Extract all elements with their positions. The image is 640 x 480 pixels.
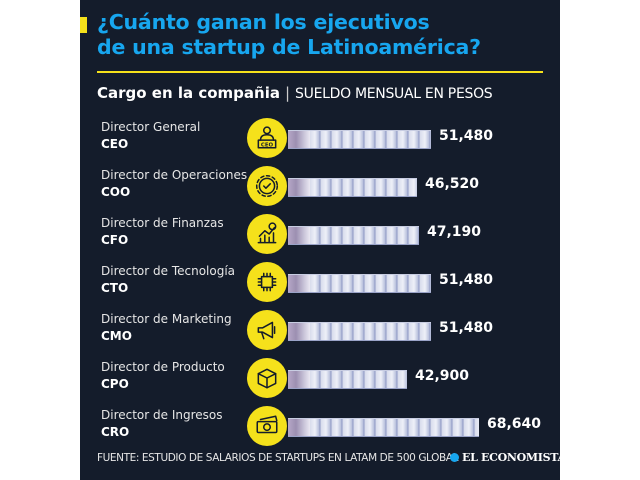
megaphone-icon [247,310,287,350]
salary-value-label: 51,480 [439,128,494,144]
bar-row-cto: Director de Tecnología CTO 51,480 [0,262,640,308]
bar-row-cro: Director de Ingresos CRO 68,640 [0,406,640,452]
brand-globe-icon [450,453,459,462]
chart-title: ¿Cuánto ganan los ejecutivos de una star… [97,10,481,60]
subtitle: Cargo en la compañia | SUELDO MENSUAL EN P… [97,84,493,102]
role-code: COO [101,185,131,199]
bar-row-cmo: Director de Marketing CMO 51,480 [0,310,640,356]
salary-value-label: 46,520 [425,176,480,192]
bar-row-ceo: Director General CEO CEO 51,480 [0,118,640,164]
svg-text:CEO: CEO [261,143,274,149]
salary-bar [288,418,479,437]
role-name: Director de Tecnología [101,264,236,278]
title-divider [97,71,543,73]
subtitle-category: Cargo en la compañia [97,84,280,102]
salary-value-label: 47,190 [427,224,482,240]
box-icon [247,358,287,398]
role-code: CEO [101,137,129,151]
role-name: Director de Producto [101,360,225,374]
subtitle-unit: SUELDO MENSUAL EN PESOS [295,86,493,102]
salary-value-label: 68,640 [487,416,542,432]
salary-bar [288,178,417,197]
role-name: Director de Operaciones [101,168,248,182]
salary-bar [288,226,419,245]
title-line-2: de una startup de Latinoamérica? [97,35,481,59]
bar-row-cfo: Director de Finanzas CFO 47,190 [0,214,640,260]
brand-logo: EL ECONOMISTA [450,451,566,464]
role-name: Director de Finanzas [101,216,224,230]
chip-icon [247,262,287,302]
title-line-1: ¿Cuánto ganan los ejecutivos [97,10,430,34]
salary-bar [288,130,431,149]
salary-bar [288,274,431,293]
brand-name: EL ECONOMISTA [462,451,566,464]
salary-value-label: 42,900 [415,368,470,384]
role-name: Director de Marketing [101,312,232,326]
salary-bar [288,370,407,389]
salary-value-label: 51,480 [439,272,494,288]
gear-check-icon [247,166,287,206]
bar-row-coo: Director de Operaciones COO 46,520 [0,166,640,212]
role-name: Director General [101,120,201,134]
growth-chart-icon [247,214,287,254]
bar-row-cpo: Director de Producto CPO 42,900 [0,358,640,404]
salary-value-label: 51,480 [439,320,494,336]
ceo-icon: CEO [247,118,287,158]
role-code: CRO [101,425,130,439]
source-note: FUENTE: ESTUDIO DE SALARIOS DE STARTUPS … [97,452,459,464]
title-accent-mark [80,17,87,33]
role-code: CMO [101,329,132,343]
role-name: Director de Ingresos [101,408,223,422]
salary-bar [288,322,431,341]
role-code: CPO [101,377,129,391]
money-icon [247,406,287,446]
role-code: CFO [101,233,129,247]
role-code: CTO [101,281,129,295]
subtitle-separator: | [284,84,291,102]
